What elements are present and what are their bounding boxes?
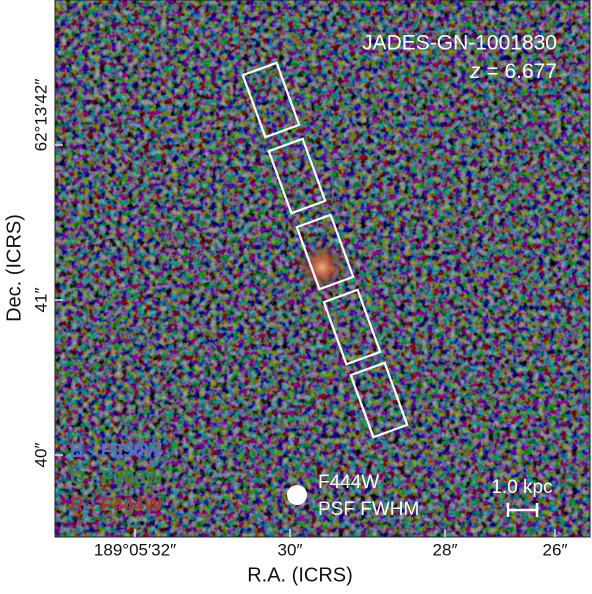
- filter-green: G - F200W: [70, 468, 163, 489]
- scale-bar: [506, 503, 539, 517]
- object-name: JADES-GN-1001830: [362, 32, 557, 55]
- filter-red: R - F444W: [70, 495, 162, 516]
- psf-filter: F444W: [318, 472, 379, 493]
- slits: [241, 61, 409, 439]
- psf-label: F444W PSF FWHM: [318, 472, 419, 520]
- image-panel: [54, 0, 591, 538]
- slit: [349, 361, 409, 439]
- y-tick-label: 62°13′42″: [31, 79, 50, 152]
- tick-marks: [55, 144, 556, 537]
- psf-marker: [287, 485, 307, 505]
- x-tick-label: 30″: [278, 540, 303, 559]
- image-frame: [54, 0, 591, 538]
- redshift-symbol: z: [469, 60, 481, 83]
- filter-blue: B - F090W: [70, 441, 162, 462]
- filter-legend: B - F090W G - F200W R - F444W: [70, 441, 163, 516]
- slit: [295, 213, 355, 291]
- slit: [267, 137, 327, 215]
- x-tick-label: 189°05′32″: [94, 540, 176, 559]
- psf-fwhm: PSF FWHM: [318, 499, 419, 520]
- x-tick-label: 26″: [543, 540, 568, 559]
- y-tick-label: 40″: [31, 443, 50, 468]
- x-tick-label: 28″: [433, 540, 458, 559]
- y-tick-labels: 62°13′42″ 41″ 40″: [31, 79, 50, 468]
- y-axis-label: Dec. (ICRS): [3, 214, 25, 322]
- x-tick-labels: 189°05′32″ 30″ 28″ 26″: [94, 540, 568, 559]
- object-labels: JADES-GN-1001830 z = 6.677: [362, 32, 557, 83]
- redshift: z = 6.677: [469, 60, 557, 83]
- y-tick-label: 41″: [31, 288, 50, 313]
- redshift-value: = 6.677: [486, 60, 557, 83]
- slit: [322, 288, 382, 366]
- x-axis-label: R.A. (ICRS): [247, 564, 353, 586]
- scale-bar-label: 1.0 kpc: [491, 477, 552, 498]
- galaxy: [296, 241, 348, 293]
- slit: [241, 61, 301, 139]
